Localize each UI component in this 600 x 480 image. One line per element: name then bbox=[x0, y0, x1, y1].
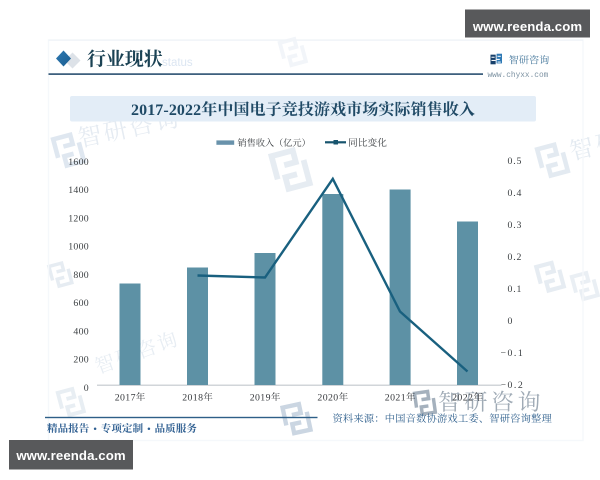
svg-text:www.reenda.com: www.reenda.com bbox=[472, 19, 582, 34]
svg-text:0.4: 0.4 bbox=[508, 188, 523, 199]
svg-text:0.1: 0.1 bbox=[508, 284, 523, 295]
svg-text:1000: 1000 bbox=[68, 242, 89, 253]
svg-text:1600: 1600 bbox=[68, 157, 89, 168]
svg-text:1200: 1200 bbox=[68, 213, 89, 224]
svg-text:www.reenda.com: www.reenda.com bbox=[15, 448, 125, 463]
svg-text:www.chyxx.com: www.chyxx.com bbox=[488, 72, 549, 80]
svg-text:200: 200 bbox=[73, 355, 89, 366]
svg-text:2019: 2019 bbox=[250, 392, 271, 403]
svg-text:status: status bbox=[162, 57, 193, 69]
svg-text:400: 400 bbox=[73, 326, 89, 337]
svg-text:2022: 2022 bbox=[452, 392, 473, 403]
svg-text:−0.2: −0.2 bbox=[501, 380, 525, 391]
svg-text:0.3: 0.3 bbox=[508, 220, 523, 231]
svg-text:1400: 1400 bbox=[68, 185, 89, 196]
svg-text:0: 0 bbox=[508, 316, 514, 327]
svg-text:800: 800 bbox=[73, 270, 89, 281]
svg-text:2017-2022: 2017-2022 bbox=[131, 102, 201, 119]
svg-text:−0.1: −0.1 bbox=[501, 348, 525, 359]
svg-text:2017: 2017 bbox=[115, 392, 136, 403]
svg-text:0: 0 bbox=[84, 383, 89, 394]
svg-text:2020: 2020 bbox=[317, 392, 338, 403]
svg-text:600: 600 bbox=[73, 298, 89, 309]
svg-text:2021: 2021 bbox=[385, 392, 406, 403]
svg-text:0.2: 0.2 bbox=[508, 252, 523, 263]
svg-text:2018: 2018 bbox=[182, 392, 203, 403]
svg-text:0.5: 0.5 bbox=[508, 156, 523, 167]
